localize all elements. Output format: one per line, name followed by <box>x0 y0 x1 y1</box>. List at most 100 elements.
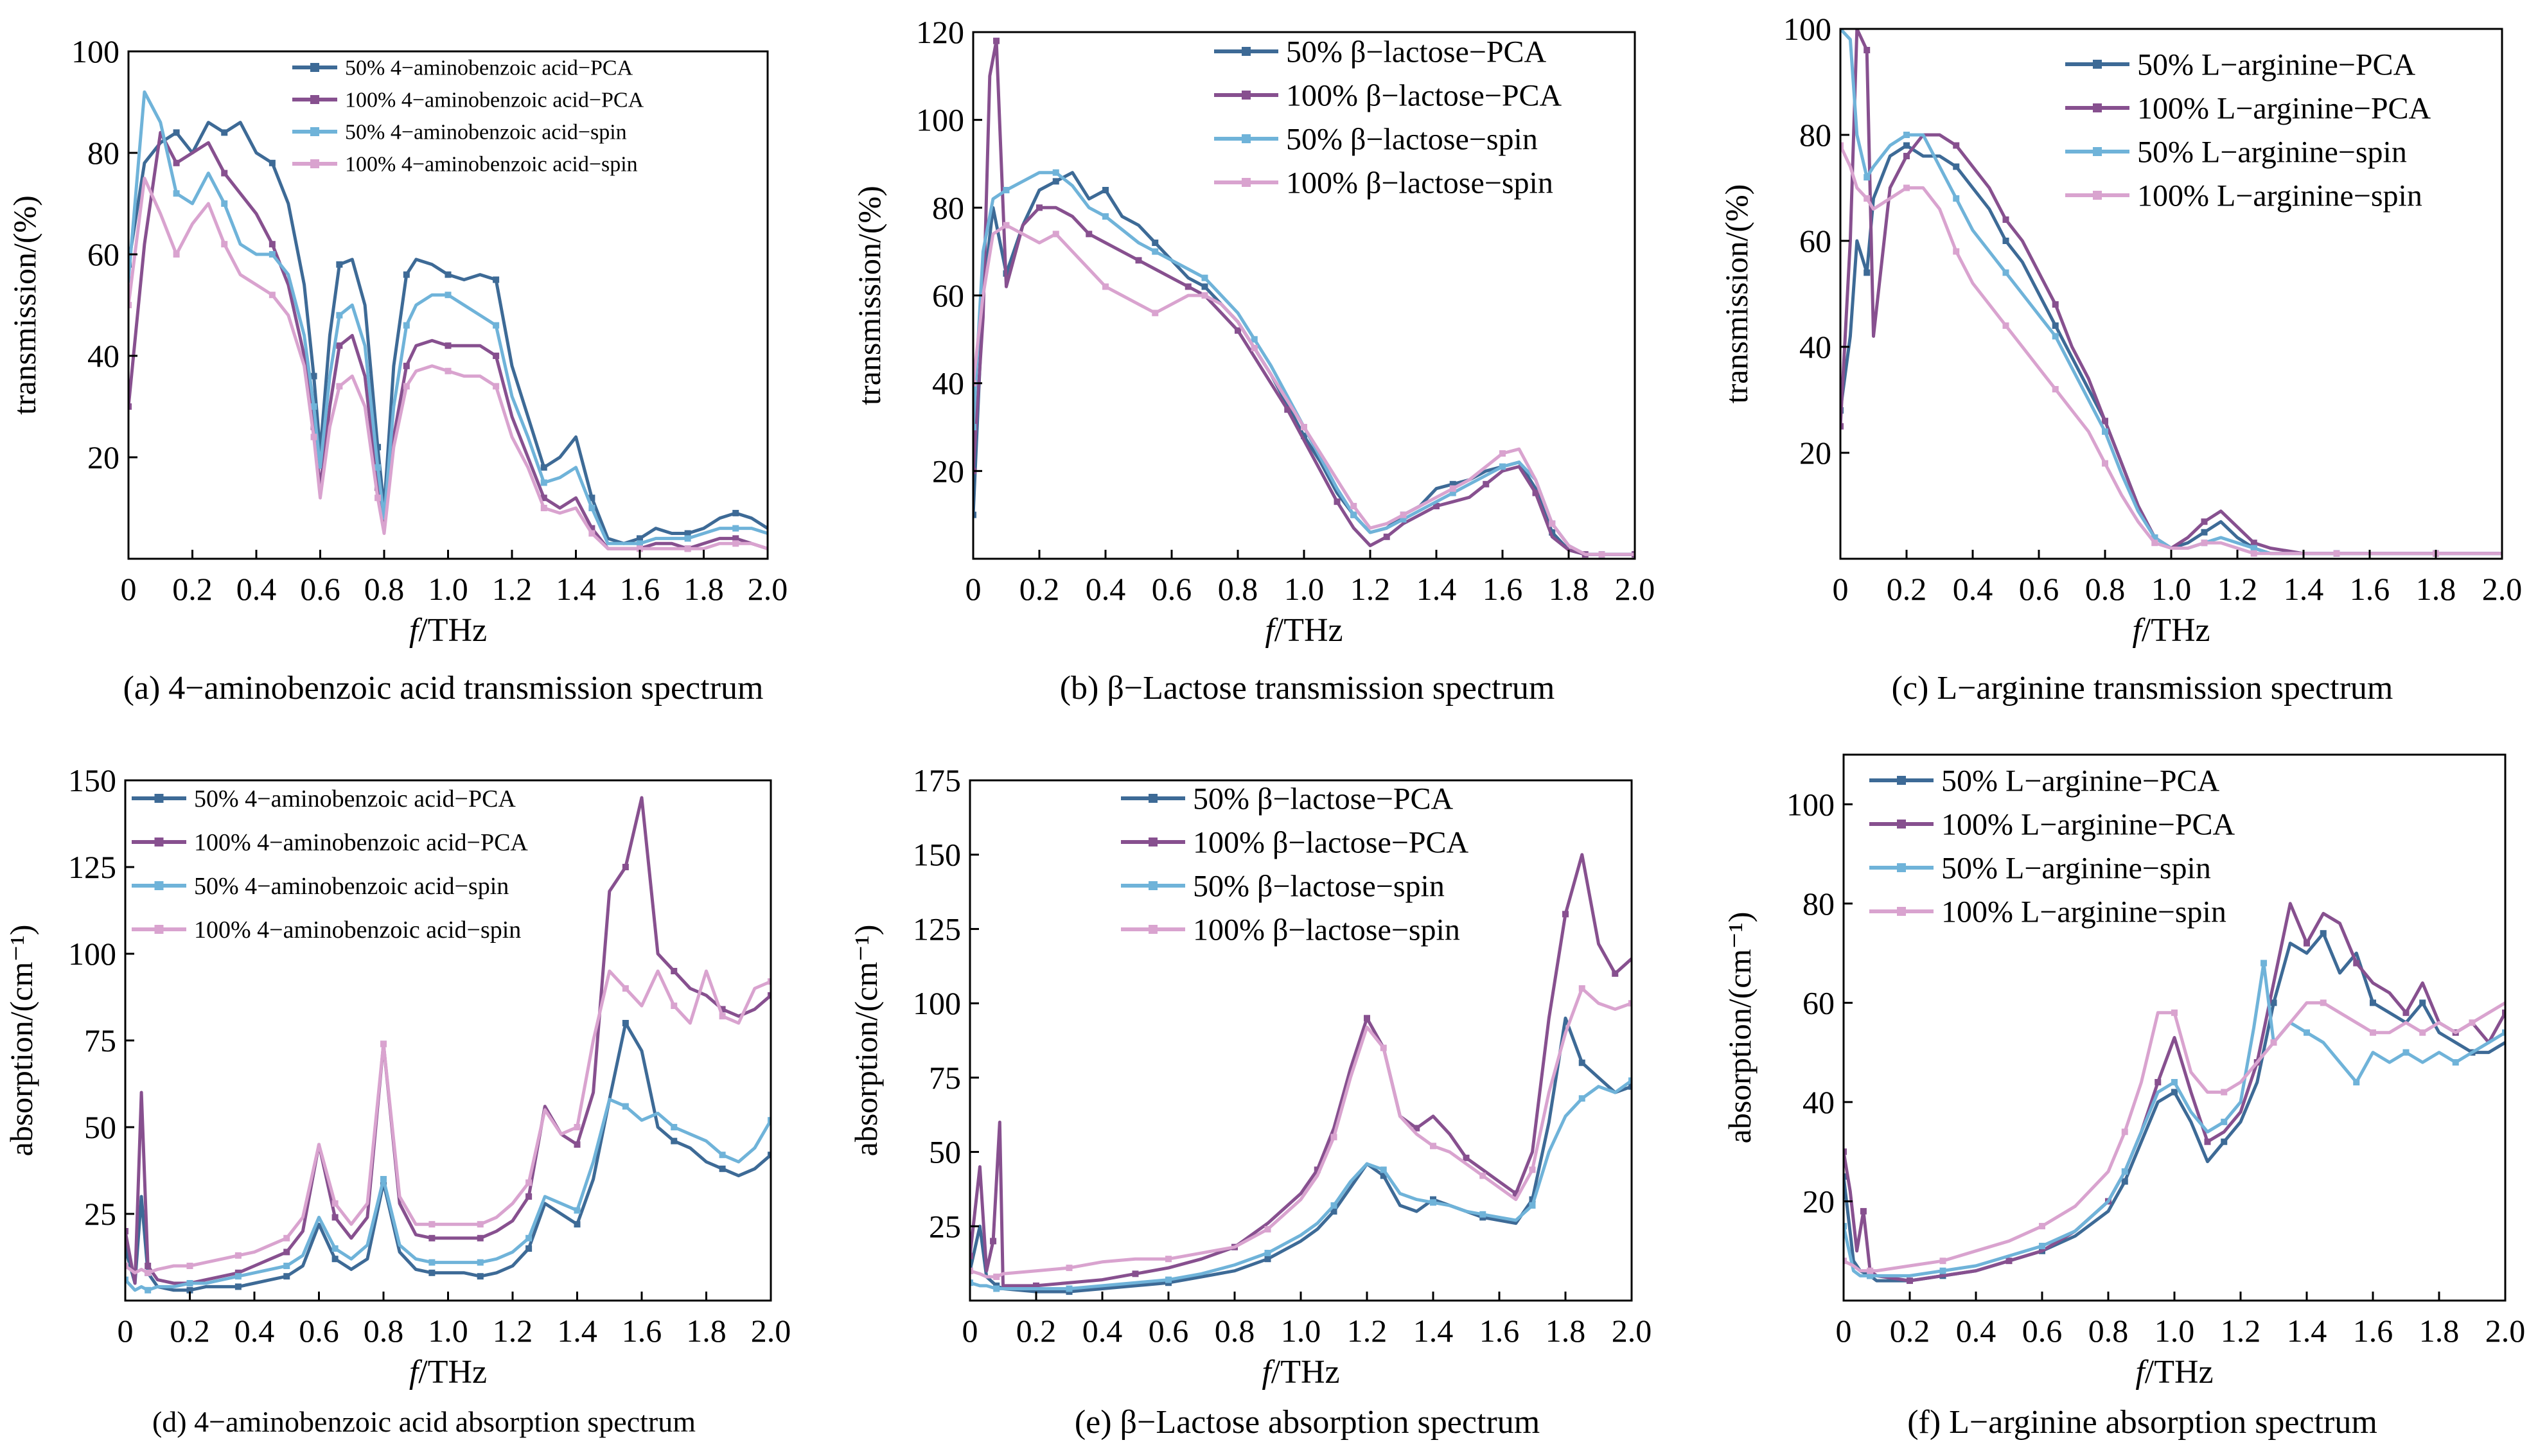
series-3-point <box>1066 1285 1073 1292</box>
series-3-point <box>1953 195 1960 202</box>
series-1-point <box>2419 999 2426 1006</box>
legend-marker <box>310 63 319 72</box>
series-4-point <box>1864 195 1871 202</box>
y-tick-label: 80 <box>87 135 119 171</box>
x-tick-label: 0.6 <box>2022 1313 2063 1349</box>
legend-label: 100% L−arginine−PCA <box>2137 91 2431 125</box>
series-2-point <box>428 1234 436 1241</box>
legend-label: 100% 4−aminobenzoic acid−PCA <box>194 829 528 856</box>
series-1-point <box>1301 432 1307 439</box>
series-3-point <box>2502 1029 2505 1036</box>
x-axis-label: f/THz <box>409 1354 487 1390</box>
series-4-point <box>336 383 343 390</box>
series-4-point <box>2002 322 2009 329</box>
x-tick-label: 0.6 <box>1152 571 1192 607</box>
series-4-point <box>2151 539 2158 547</box>
y-tick-label: 100 <box>71 33 119 69</box>
series-4-point <box>2469 1019 2476 1026</box>
series-group <box>970 853 1632 1295</box>
series-3-point <box>719 1152 726 1159</box>
series-4-point <box>234 1252 242 1259</box>
series-line-1 <box>1844 931 2505 1283</box>
series-3-point <box>2002 269 2009 276</box>
panel-d-4-aminobenzoic-absorption: 0 0.2 0.4 0.6 0.8 1.0 1.2 1.4 1.6 1.8 2.0 25 50 75 100… <box>0 742 829 1456</box>
series-3-point <box>1052 169 1059 176</box>
series-2-point <box>525 1193 533 1200</box>
series-4-point <box>2039 1223 2045 1230</box>
chart-b: 0 0.2 0.4 0.6 0.8 1.0 1.2 1.4 1.6 1.8 2.0 20 40 60 80 1… <box>851 14 1655 649</box>
series-3-point <box>2221 1118 2228 1125</box>
x-tick-label: 1.0 <box>2151 571 2192 607</box>
series-3-point <box>1400 516 1407 523</box>
chart-e: 0 0.2 0.4 0.6 0.8 1.0 1.2 1.4 1.6 1.8 2.0 25 50 75 100… <box>848 762 1652 1390</box>
series-2-point <box>1383 533 1390 540</box>
x-tick-label: 1.8 <box>683 571 724 607</box>
series-2-point <box>1844 1148 1847 1155</box>
x-tick-label: 1.6 <box>620 571 660 607</box>
series-2-point <box>970 1252 973 1259</box>
series-1-point <box>1578 1059 1585 1066</box>
y-tick-label: 100 <box>1786 786 1835 822</box>
series-3-point <box>2102 428 2108 435</box>
series-1-point <box>493 276 500 283</box>
series-1-point <box>1380 1172 1387 1179</box>
series-4-point <box>2052 386 2059 392</box>
x-tick-label: 1.8 <box>1549 571 1589 607</box>
series-3-point <box>1628 1077 1632 1084</box>
x-tick-label: 0.8 <box>2088 1313 2129 1349</box>
series-4-point <box>1953 248 1960 255</box>
legend-label: 50% β−lactose−PCA <box>1286 35 1547 69</box>
series-4-point <box>331 1200 339 1207</box>
series-4-point <box>719 1013 726 1020</box>
series-4-point <box>525 1179 533 1186</box>
series-1-point <box>2221 1138 2228 1145</box>
series-3-point <box>768 1117 771 1124</box>
y-tick-label: 150 <box>68 762 116 798</box>
series-4-point <box>1350 503 1357 509</box>
legend-marker <box>1149 838 1158 846</box>
x-tick-label: 0.8 <box>2085 571 2126 607</box>
x-tick-label: 0.4 <box>234 1313 275 1349</box>
series-2-point <box>1907 1277 1913 1285</box>
series-3-point <box>2353 1079 2360 1085</box>
series-1-point <box>1102 187 1109 193</box>
series-1-point <box>1201 283 1208 290</box>
x-tick-label: 1.6 <box>2353 1313 2393 1349</box>
series-3-point <box>2039 1243 2045 1249</box>
x-tick-label: 1.6 <box>622 1313 662 1349</box>
series-2-point <box>768 992 771 999</box>
series-3-point <box>2250 545 2257 552</box>
series-2-point <box>477 1234 484 1241</box>
series-4-point <box>310 434 317 441</box>
series-4-point <box>2171 1009 2178 1016</box>
y-tick-label: 50 <box>929 1134 961 1170</box>
caption-c: (c) L−arginine transmission spectrum <box>1891 670 2393 706</box>
legend-marker <box>154 925 164 934</box>
series-4-point <box>125 1263 128 1269</box>
legend-label: 100% β−lactose−PCA <box>1286 78 1562 112</box>
legend-marker <box>1242 91 1251 100</box>
series-4-point <box>493 383 500 390</box>
series-3-point <box>588 505 595 511</box>
x-tick-label: 2.0 <box>751 1313 791 1349</box>
series-2-point <box>732 535 739 542</box>
series-line-2 <box>125 796 771 1285</box>
x-tick-label: 1.6 <box>1479 1313 1520 1349</box>
series-4-point <box>477 1221 484 1228</box>
series-4-point <box>128 302 132 308</box>
x-tick-label: 1.2 <box>2217 571 2258 607</box>
x-tick-label: 1.4 <box>556 571 596 607</box>
series-2-point <box>1860 1207 1867 1215</box>
x-tick-label: 0.2 <box>1887 571 1927 607</box>
y-tick-label: 125 <box>68 849 116 885</box>
legend-label: 50% 4−aminobenzoic acid−spin <box>194 873 509 900</box>
caption-f: (f) L−arginine absorption spectrum <box>1907 1404 2377 1441</box>
series-3-point <box>1449 489 1456 496</box>
y-tick-label: 100 <box>916 102 964 138</box>
series-1-point <box>1449 480 1456 487</box>
series-1-point <box>2270 999 2277 1006</box>
series-3-point <box>1380 1166 1387 1173</box>
series-4-point <box>1499 450 1506 457</box>
series-3-point <box>2151 534 2158 541</box>
legend-marker <box>1897 907 1906 916</box>
